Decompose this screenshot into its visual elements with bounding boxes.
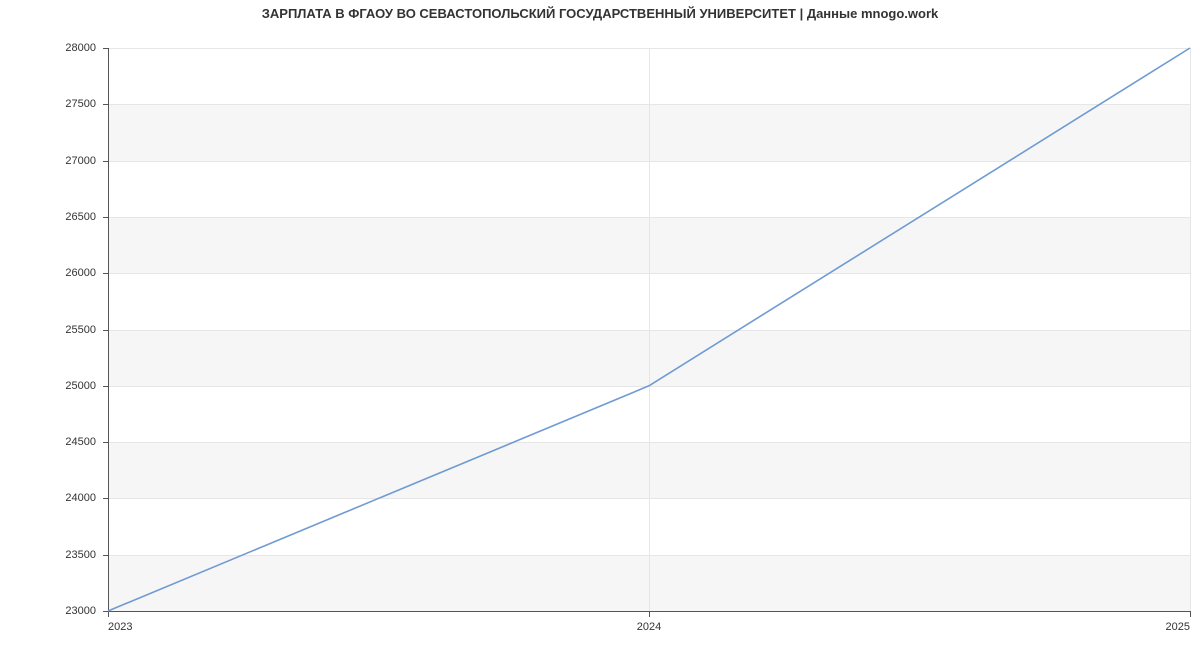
plot-area: 2300023500240002450025000255002600026500…: [108, 48, 1190, 611]
v-gridline: [1190, 48, 1191, 611]
y-tick-label: 26500: [0, 211, 96, 223]
salary-chart: ЗАРПЛАТА В ФГАОУ ВО СЕВАСТОПОЛЬСКИЙ ГОСУ…: [0, 0, 1200, 650]
x-tick-mark: [1190, 611, 1191, 617]
x-tick-label: 2025: [1166, 621, 1190, 633]
y-tick-label: 27500: [0, 98, 96, 110]
x-tick-label: 2023: [108, 621, 132, 633]
chart-title: ЗАРПЛАТА В ФГАОУ ВО СЕВАСТОПОЛЬСКИЙ ГОСУ…: [0, 6, 1200, 21]
line-series: [108, 48, 1190, 611]
y-tick-label: 23000: [0, 605, 96, 617]
y-tick-label: 28000: [0, 42, 96, 54]
y-tick-label: 25000: [0, 380, 96, 392]
y-tick-label: 26000: [0, 267, 96, 279]
y-tick-label: 27000: [0, 155, 96, 167]
y-tick-label: 23500: [0, 549, 96, 561]
x-tick-mark: [649, 611, 650, 617]
x-tick-label: 2024: [637, 621, 661, 633]
y-tick-label: 24500: [0, 436, 96, 448]
y-tick-label: 24000: [0, 492, 96, 504]
y-tick-label: 25500: [0, 324, 96, 336]
x-tick-mark: [108, 611, 109, 617]
